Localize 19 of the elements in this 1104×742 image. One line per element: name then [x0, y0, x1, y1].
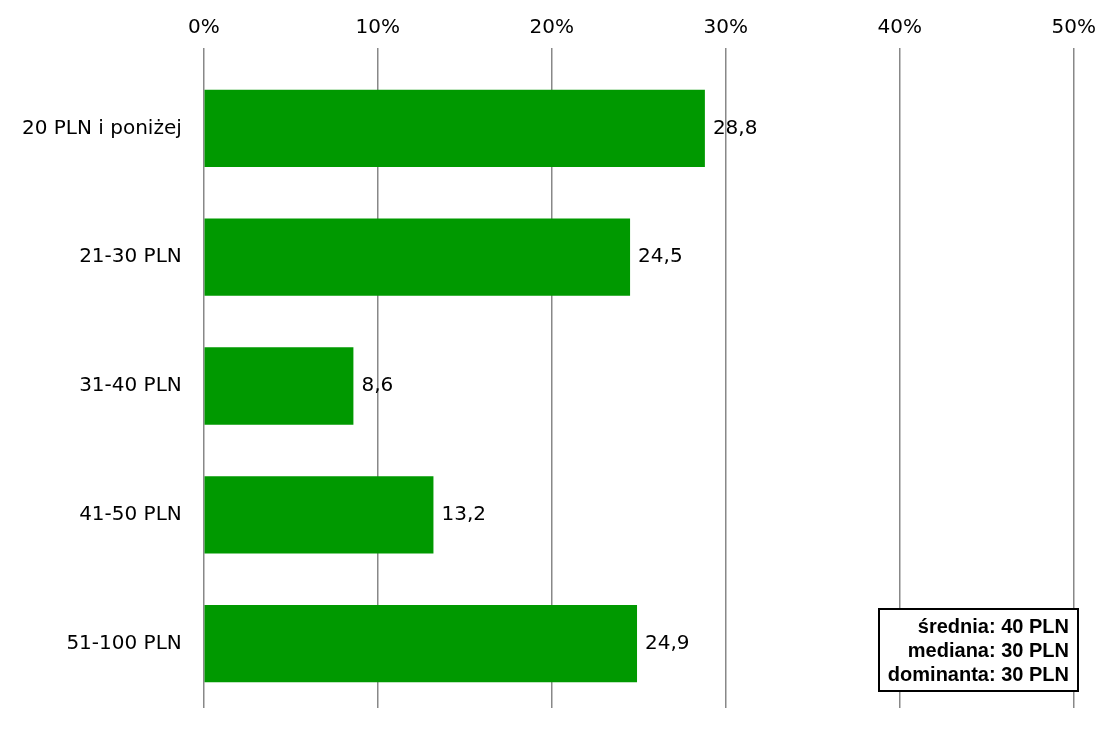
y-tick-label: 20 PLN i poniżej [22, 114, 182, 139]
y-tick-label: 21-30 PLN [79, 243, 182, 268]
x-tick-label: 40% [877, 14, 922, 39]
x-tick-label: 50% [1051, 14, 1096, 39]
x-tick-label: 10% [355, 14, 400, 39]
x-tick-label: 30% [703, 14, 748, 39]
data-label: 24,9 [645, 629, 690, 654]
data-label: 28,8 [712, 114, 758, 139]
data-label: 24,5 [638, 243, 683, 268]
annotation: mediana: 30 PLN [906, 638, 1069, 662]
y-tick-label: 31-40 PLN [79, 372, 182, 397]
data-label: 8,6 [361, 372, 394, 397]
annotation: dominanta: 30 PLN [887, 662, 1069, 686]
data-label: 13,2 [441, 501, 486, 525]
annotation: średnia: 40 PLN [916, 614, 1069, 638]
y-tick-label: 41-50 PLN [79, 501, 182, 525]
y-tick-label: 51-100 PLN [66, 629, 182, 654]
x-tick-label: 20% [529, 14, 574, 39]
x-tick-label: 0% [187, 14, 220, 39]
